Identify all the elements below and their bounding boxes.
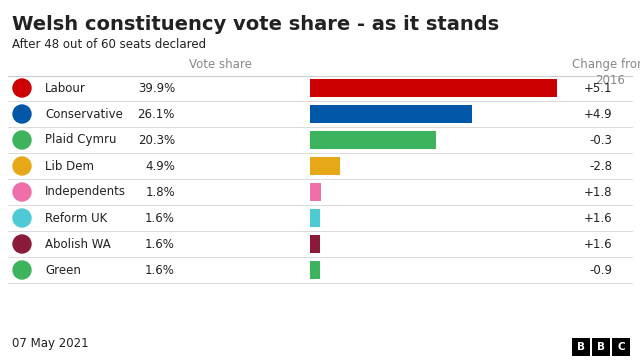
Bar [310,131,436,149]
Text: 1.8%: 1.8% [145,185,175,198]
Text: +4.9: +4.9 [584,108,612,121]
Text: Change from
2016: Change from 2016 [572,58,640,87]
Text: 26.1%: 26.1% [138,108,175,121]
Circle shape [13,183,31,201]
Text: +1.8: +1.8 [584,185,612,198]
Text: Reform UK: Reform UK [45,211,108,225]
Text: Abolish WA: Abolish WA [45,238,111,251]
Circle shape [13,209,31,227]
Text: Independents: Independents [45,185,126,198]
Text: B: B [597,342,605,352]
Circle shape [13,235,31,253]
Text: C: C [617,342,625,352]
Text: Vote share: Vote share [189,58,252,71]
Bar [592,338,610,356]
Text: 39.9%: 39.9% [138,81,175,94]
Text: +1.6: +1.6 [584,238,612,251]
Text: 07 May 2021: 07 May 2021 [12,337,88,350]
Bar [310,157,340,175]
Text: Conservative: Conservative [45,108,123,121]
Text: B: B [577,342,585,352]
Bar [310,235,320,253]
Bar [310,209,320,227]
Text: 1.6%: 1.6% [145,238,175,251]
Circle shape [13,261,31,279]
Circle shape [13,157,31,175]
Text: Lib Dem: Lib Dem [45,159,94,172]
Text: 4.9%: 4.9% [145,159,175,172]
Text: +1.6: +1.6 [584,211,612,225]
Text: 1.6%: 1.6% [145,264,175,276]
Circle shape [13,79,31,97]
Bar [572,338,590,356]
Bar [310,183,321,201]
Text: Green: Green [45,264,81,276]
Bar [310,105,472,123]
Bar [612,338,630,356]
Text: +5.1: +5.1 [584,81,612,94]
Text: 20.3%: 20.3% [138,134,175,147]
Text: -0.3: -0.3 [589,134,612,147]
Text: Plaid Cymru: Plaid Cymru [45,134,116,147]
Text: Labour: Labour [45,81,86,94]
Text: Welsh constituency vote share - as it stands: Welsh constituency vote share - as it st… [12,15,499,34]
Bar [310,261,320,279]
Text: 1.6%: 1.6% [145,211,175,225]
Text: -2.8: -2.8 [589,159,612,172]
Circle shape [13,131,31,149]
Circle shape [13,105,31,123]
Bar [310,79,557,97]
Text: -0.9: -0.9 [589,264,612,276]
Text: After 48 out of 60 seats declared: After 48 out of 60 seats declared [12,38,206,51]
